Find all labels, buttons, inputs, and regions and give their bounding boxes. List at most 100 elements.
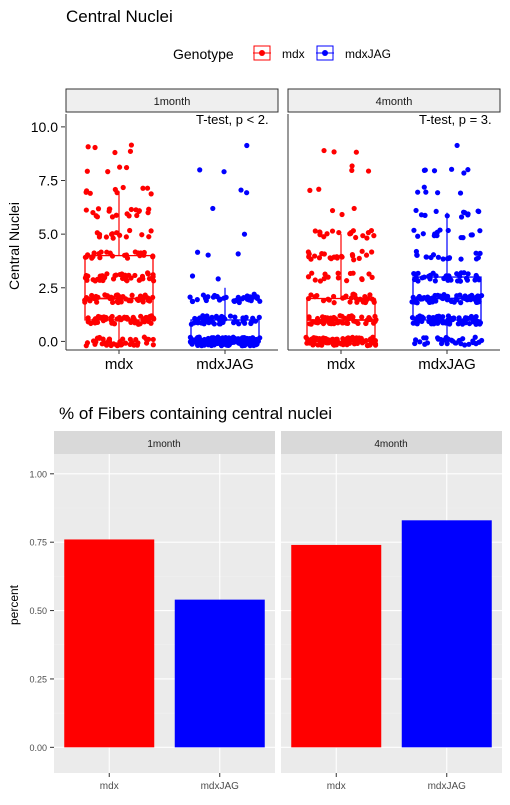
top-y-tick-label: 2.5 bbox=[39, 280, 59, 296]
data-point-mdx bbox=[307, 321, 313, 327]
data-point-mdxJAG bbox=[444, 341, 450, 347]
data-point-mdx bbox=[308, 337, 314, 344]
data-point-mdx bbox=[349, 334, 356, 340]
data-point-mdxJAG bbox=[446, 255, 453, 261]
bar-mdxJAG bbox=[174, 599, 265, 748]
data-point-mdx bbox=[140, 185, 146, 191]
data-point-mdx bbox=[143, 314, 149, 321]
bar-mdx bbox=[291, 544, 382, 748]
data-point-mdxJAG bbox=[256, 314, 262, 320]
data-point-mdx bbox=[90, 209, 96, 216]
data-point-mdx bbox=[144, 185, 151, 191]
data-point-mdx bbox=[119, 275, 126, 282]
data-point-mdxJAG bbox=[219, 314, 225, 321]
data-point-mdxJAG bbox=[472, 319, 479, 326]
bottom-y-tick-label: 1.00 bbox=[29, 469, 47, 479]
data-point-mdxJAG bbox=[438, 340, 445, 347]
data-point-mdx bbox=[325, 296, 331, 302]
data-point-mdxJAG bbox=[221, 169, 227, 175]
data-point-mdx bbox=[103, 234, 109, 240]
data-point-mdx bbox=[321, 147, 327, 154]
data-point-mdx bbox=[336, 229, 342, 236]
data-point-mdxJAG bbox=[428, 254, 434, 261]
data-point-mdxJAG bbox=[245, 294, 251, 300]
bottom-y-axis-label: percent bbox=[7, 584, 21, 625]
data-point-mdx bbox=[367, 292, 373, 298]
data-point-mdxJAG bbox=[431, 321, 437, 327]
data-point-mdx bbox=[349, 167, 355, 173]
data-point-mdx bbox=[147, 298, 153, 304]
data-point-mdx bbox=[136, 208, 142, 215]
data-point-mdx bbox=[343, 320, 349, 326]
data-point-mdx bbox=[97, 277, 103, 283]
data-point-mdx bbox=[309, 270, 315, 276]
bottom-y-tick-label: 0.00 bbox=[29, 743, 47, 753]
bottom-y-tick-label: 0.25 bbox=[29, 674, 47, 684]
bottom-facet-label-4month: 4month bbox=[374, 439, 407, 450]
data-point-mdx bbox=[316, 186, 322, 192]
data-point-mdx bbox=[359, 248, 365, 254]
data-point-mdxJAG bbox=[473, 250, 479, 256]
data-point-mdxJAG bbox=[460, 235, 466, 241]
data-point-mdxJAG bbox=[226, 342, 232, 348]
data-point-mdx bbox=[353, 149, 359, 155]
top-y-tick-label: 0.0 bbox=[39, 333, 59, 349]
data-point-mdxJAG bbox=[445, 313, 452, 319]
data-point-mdx bbox=[339, 211, 345, 218]
data-point-mdx bbox=[331, 149, 337, 155]
data-point-mdx bbox=[311, 340, 317, 347]
data-point-mdx bbox=[314, 292, 320, 299]
data-point-mdxJAG bbox=[213, 313, 220, 320]
data-point-mdx bbox=[371, 233, 377, 239]
top-x-tick-label-mdx: mdx bbox=[105, 356, 134, 373]
data-point-mdxJAG bbox=[449, 166, 455, 172]
data-point-mdxJAG bbox=[477, 228, 483, 234]
data-point-mdx bbox=[109, 214, 116, 220]
top-x-tick-label-mdxJAG: mdxJAG bbox=[196, 356, 254, 373]
bottom-panel-1month: mdx mdxJAG bbox=[54, 454, 275, 792]
bottom-x-tick-label-mdxJAG: mdxJAG bbox=[201, 781, 240, 792]
data-point-mdxJAG bbox=[432, 278, 438, 284]
data-point-mdx bbox=[349, 251, 356, 258]
data-point-mdx bbox=[96, 250, 102, 257]
data-point-mdx bbox=[135, 250, 141, 256]
data-point-mdxJAG bbox=[421, 295, 427, 301]
data-point-mdxJAG bbox=[197, 167, 203, 173]
data-point-mdx bbox=[83, 207, 89, 213]
top-x-tick-label-mdxJAG: mdxJAG bbox=[418, 356, 476, 373]
box-mdx bbox=[84, 254, 154, 321]
data-point-mdx bbox=[359, 314, 365, 320]
data-point-mdxJAG bbox=[231, 298, 238, 305]
legend-item-mdxjag: mdxJAG bbox=[316, 45, 391, 61]
data-point-mdxJAG bbox=[235, 251, 241, 257]
bottom-panel-4month: mdx mdxJAG bbox=[281, 454, 502, 792]
data-point-mdxJAG bbox=[199, 315, 205, 321]
data-point-mdxJAG bbox=[421, 335, 427, 341]
data-point-mdx bbox=[96, 231, 103, 238]
data-point-mdx bbox=[85, 315, 91, 321]
data-point-mdxJAG bbox=[194, 297, 200, 303]
legend-item-mdx: mdx bbox=[253, 45, 305, 61]
data-point-mdxJAG bbox=[466, 341, 472, 347]
data-point-mdx bbox=[347, 299, 353, 305]
data-point-mdx bbox=[320, 335, 326, 341]
data-point-mdxJAG bbox=[421, 167, 428, 173]
data-point-mdx bbox=[350, 270, 356, 276]
top-chart-title: Central Nuclei bbox=[66, 7, 173, 26]
data-point-mdxJAG bbox=[457, 292, 463, 298]
data-point-mdx bbox=[334, 255, 340, 261]
data-point-mdxJAG bbox=[456, 337, 462, 344]
data-point-mdx bbox=[364, 235, 370, 241]
data-point-mdxJAG bbox=[435, 190, 441, 196]
data-point-mdxJAG bbox=[422, 212, 428, 218]
data-point-mdx bbox=[319, 314, 326, 320]
data-point-mdx bbox=[331, 293, 337, 300]
data-point-mdx bbox=[110, 235, 116, 241]
data-point-mdxJAG bbox=[189, 273, 196, 279]
top-facet-label-4month: 4month bbox=[376, 96, 413, 108]
data-point-mdx bbox=[148, 228, 154, 234]
data-point-mdx bbox=[109, 299, 116, 306]
data-point-mdxJAG bbox=[435, 254, 442, 260]
data-point-mdx bbox=[343, 293, 349, 299]
data-point-mdx bbox=[353, 234, 359, 241]
